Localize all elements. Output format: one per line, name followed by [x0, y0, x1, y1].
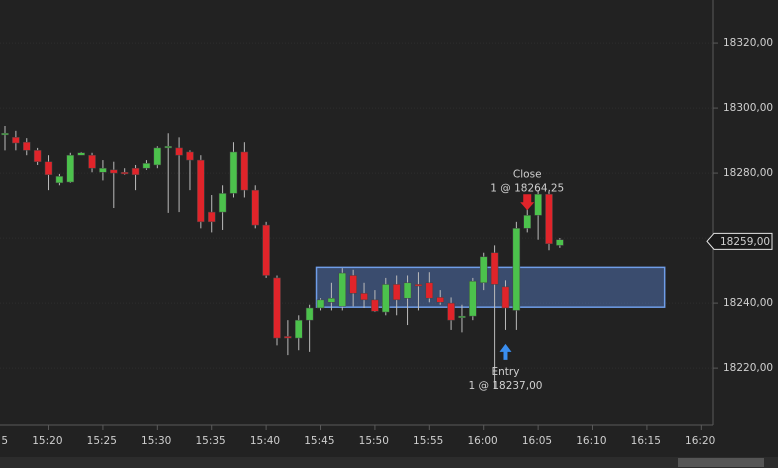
candle-body: [229, 151, 238, 194]
candle-body: [251, 189, 259, 226]
last-price-label: 18259,00: [720, 236, 770, 248]
candle-body: [556, 239, 564, 246]
y-tick-label: 18320,00: [723, 37, 773, 49]
x-tick-label: 16:15: [631, 435, 661, 447]
candle-body: [284, 336, 292, 339]
candle-body: [295, 319, 303, 339]
candle-body: [175, 147, 183, 156]
y-tick-label: 18240,00: [723, 297, 773, 309]
candle-body: [436, 297, 444, 303]
x-tick-label: 16:00: [467, 435, 497, 447]
candle-body: [316, 299, 325, 309]
candle-body: [131, 167, 140, 175]
last-price-box: [706, 232, 773, 250]
candle-body: [218, 193, 227, 213]
candle-body: [512, 228, 521, 311]
candle-body: [327, 297, 336, 303]
candle-body: [338, 272, 347, 307]
annotation-text: 1 @ 18264,25: [490, 182, 564, 194]
candle-body: [414, 284, 423, 287]
candle-body: [33, 150, 42, 162]
annotation-title: Close: [513, 168, 542, 180]
candle-body: [447, 302, 455, 321]
candle-body: [490, 252, 499, 285]
candle-body: [545, 193, 553, 245]
x-tick-label: 16:20: [685, 435, 715, 447]
x-tick-label: 16:10: [576, 435, 606, 447]
candle-body: [120, 172, 129, 175]
close-arrow: [520, 194, 535, 211]
candle-body: [534, 193, 542, 216]
candle-body: [197, 159, 205, 223]
entry-arrow: [499, 343, 512, 360]
x-tick-label: 15:40: [250, 435, 280, 447]
candle-body: [12, 137, 20, 144]
candle-body: [523, 215, 531, 229]
candle-body: [382, 284, 390, 313]
scrollbar-thumb[interactable]: [678, 458, 764, 467]
y-tick-label: 18280,00: [723, 167, 773, 179]
candle-body: [240, 151, 249, 191]
candle-body: [371, 299, 379, 312]
candle-body: [349, 275, 357, 294]
x-tick-label: 15:55: [413, 435, 443, 447]
candle-body: [110, 169, 118, 174]
annotation-title: Entry: [492, 366, 520, 378]
candle-body: [142, 163, 151, 169]
zone-box: [315, 266, 666, 308]
candle-body: [262, 224, 270, 276]
x-tick-label: 16:05: [522, 435, 552, 447]
candle-body: [55, 176, 64, 184]
candle-body: [186, 151, 194, 161]
candle-body: [66, 154, 75, 183]
x-tick-label: 5: [1, 435, 8, 447]
candle-body: [23, 141, 31, 151]
candle-body: [77, 152, 85, 156]
candle-body: [469, 280, 477, 317]
candle-body: [207, 211, 216, 223]
candle-body: [153, 147, 162, 166]
candle-body: [273, 277, 281, 339]
x-tick-label: 15:35: [195, 435, 225, 447]
candle-body: [392, 284, 401, 301]
scrollbar-track[interactable]: [0, 457, 778, 468]
candle-body: [305, 307, 314, 321]
y-tick-label: 18220,00: [723, 362, 773, 374]
candle-body: [164, 146, 172, 149]
candle-body: [425, 282, 434, 299]
candle-body: [501, 286, 510, 309]
candle-body: [479, 256, 488, 284]
candle-body: [360, 293, 368, 301]
candle-body: [88, 154, 96, 169]
x-tick-label: 15:50: [359, 435, 389, 447]
x-tick-label: 15:45: [304, 435, 334, 447]
candle-body: [99, 167, 107, 173]
x-tick-label: 15:30: [141, 435, 171, 447]
annotation-text: 1 @ 18237,00: [468, 380, 542, 392]
x-tick-label: 15:25: [87, 435, 117, 447]
candle-body: [1, 133, 9, 136]
y-tick-label: 18300,00: [723, 102, 773, 114]
candle-body: [458, 315, 466, 318]
x-tick-label: 15:20: [32, 435, 62, 447]
candle-body: [44, 161, 53, 175]
candle-body: [403, 282, 412, 299]
